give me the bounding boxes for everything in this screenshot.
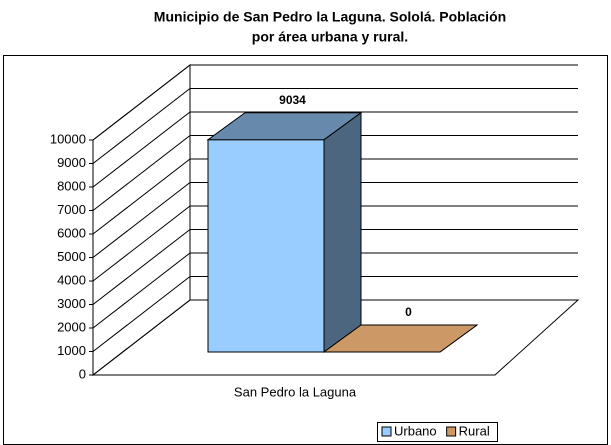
legend-swatch [381, 426, 392, 437]
grid-line [92, 111, 578, 188]
legend-label: Rural [459, 423, 490, 438]
bar-side [323, 111, 362, 353]
y-tick-label: 4000 [57, 272, 86, 287]
bar-top [322, 324, 479, 353]
legend-label: Urbano [394, 423, 437, 438]
grid-line [92, 276, 578, 352]
grid-line [92, 135, 578, 211]
grid-line [92, 158, 578, 235]
y-tick-label: 3000 [57, 296, 86, 311]
grid-line [92, 64, 578, 141]
bar-top [206, 112, 363, 141]
value-label: 9034 [279, 93, 306, 107]
grid-line [92, 299, 578, 376]
legend-swatch [446, 426, 457, 437]
y-tick-label: 8000 [57, 178, 86, 193]
y-tick-label: 0 [79, 366, 86, 381]
chart-title: Municipio de San Pedro la Laguna. Sololá… [154, 9, 506, 25]
grid-line [92, 252, 578, 329]
y-tick-label: 6000 [57, 225, 86, 240]
x-tick-label: San Pedro la Laguna [234, 384, 357, 399]
y-tick-label: 1000 [57, 343, 86, 358]
value-label: 0 [405, 305, 412, 319]
grid-line [92, 182, 578, 258]
y-tick-label: 7000 [57, 202, 86, 217]
legend-frame [377, 422, 498, 442]
grid-line [92, 88, 578, 164]
y-tick-label: 2000 [57, 319, 86, 334]
grid-line [92, 229, 578, 305]
y-tick-label: 9000 [57, 155, 86, 170]
grid-line [92, 205, 578, 282]
y-tick-label: 5000 [57, 249, 86, 264]
bar-front [207, 139, 325, 353]
chart-title: por área urbana y rural. [252, 29, 408, 45]
y-tick-label: 10000 [50, 131, 86, 146]
